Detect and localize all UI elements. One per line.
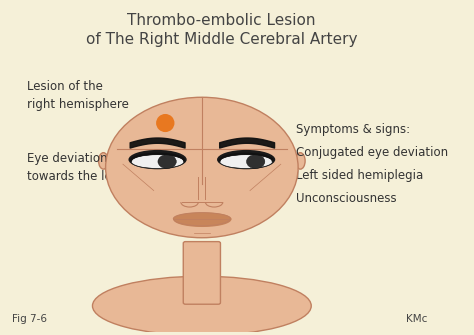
Ellipse shape [106, 97, 298, 238]
Ellipse shape [158, 155, 176, 169]
Ellipse shape [156, 114, 174, 132]
FancyBboxPatch shape [183, 242, 220, 304]
Text: Unconsciousness: Unconsciousness [296, 192, 397, 205]
Ellipse shape [99, 153, 108, 169]
Ellipse shape [219, 155, 273, 169]
Text: Lesion of the
right hemisphere: Lesion of the right hemisphere [27, 79, 129, 111]
Text: Thrombo-embolic Lesion: Thrombo-embolic Lesion [128, 13, 316, 28]
Text: Fig 7-6: Fig 7-6 [11, 314, 46, 324]
Text: Symptoms & signs:: Symptoms & signs: [296, 123, 410, 136]
Ellipse shape [131, 155, 184, 169]
Text: Left sided hemiplegia: Left sided hemiplegia [296, 169, 423, 182]
Ellipse shape [92, 276, 311, 335]
Ellipse shape [246, 155, 265, 169]
Text: Conjugated eye deviation: Conjugated eye deviation [296, 146, 448, 159]
Text: KMc: KMc [406, 314, 427, 324]
Ellipse shape [217, 150, 275, 169]
Ellipse shape [295, 153, 305, 169]
Text: of The Right Middle Cerebral Artery: of The Right Middle Cerebral Artery [86, 32, 357, 47]
Ellipse shape [128, 150, 187, 169]
Text: Eye deviation
towards the lesion: Eye deviation towards the lesion [27, 152, 136, 183]
